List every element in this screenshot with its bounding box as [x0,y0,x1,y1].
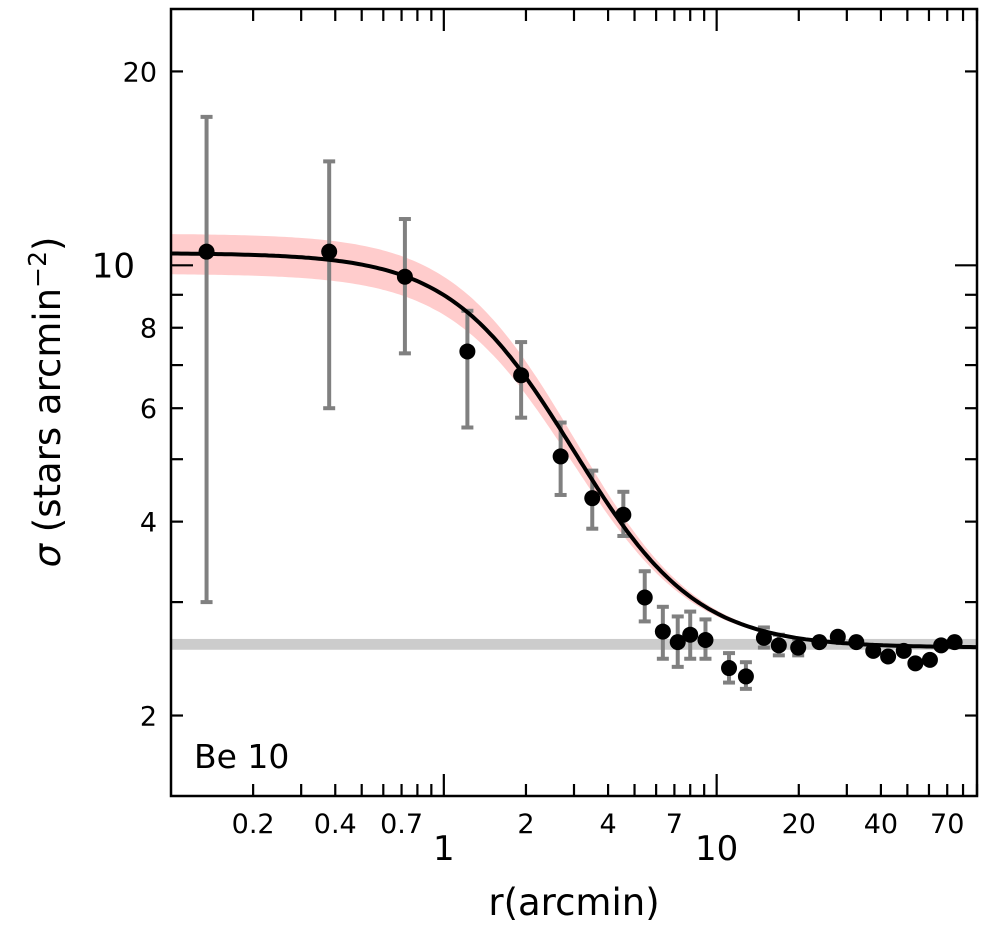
data-point-19 [829,628,846,645]
data-point-27 [946,634,963,651]
error-bar-2 [398,217,411,356]
tick-labels: 0.2 0.4 0.7 2 4 7 20 40 70 1 10 2 4 6 8 20 10 [92,57,965,869]
y-tick-label-6: 6 [140,394,157,425]
y-axis-units: (stars arcmin [26,288,69,544]
y-tick-label-10: 10 [92,246,135,286]
error-bars [200,114,805,691]
y-axis-exponent: −2 [23,251,52,288]
data-point-13 [721,660,738,677]
data-point-9 [654,623,671,640]
x-tick-label-4: 4 [599,809,616,840]
data-point-4 [513,367,530,384]
y-tick-label-8: 8 [140,314,157,345]
x-tick-label-1: 1 [433,829,455,869]
data-point-15 [755,629,772,646]
x-tick-label-2: 2 [517,809,534,840]
fit-line-path [171,251,977,650]
y-axis-symbol: σ [26,542,69,567]
axis-ticks [171,9,979,796]
background-level-band [171,638,977,650]
data-point-0 [198,243,215,260]
x-tick-label-10: 10 [695,829,738,869]
data-point-2 [396,268,413,285]
data-point-23 [895,642,912,659]
x-tick-label-0.2: 0.2 [232,809,275,840]
data-point-24 [907,655,924,672]
data-point-17 [790,639,807,656]
data-point-7 [615,506,632,523]
king-fit-line [171,251,977,650]
fit-uncertainty-band [171,234,977,648]
x-axis-label: r(arcmin) [488,881,659,924]
data-point-3 [459,343,476,360]
y-tick-label-2: 2 [140,702,157,733]
fit-band-shape [171,234,977,648]
y-axis-label: σ (stars arcmin−2) [23,237,69,568]
error-bar-0 [200,114,213,605]
data-point-1 [321,243,338,260]
data-point-22 [880,648,897,665]
data-point-14 [737,668,754,685]
data-point-10 [669,634,686,651]
x-tick-label-20: 20 [782,809,816,840]
data-point-5 [552,448,569,465]
x-tick-label-40: 40 [864,809,898,840]
data-point-11 [682,626,699,643]
data-points [198,243,963,685]
x-tick-label-7: 7 [666,809,683,840]
background-band-rect [171,638,977,650]
y-tick-label-4: 4 [140,508,157,539]
data-point-26 [933,637,950,654]
data-point-16 [770,637,787,654]
data-point-21 [865,642,882,659]
y-axis-close-paren: ) [26,237,69,251]
data-point-12 [697,631,714,648]
plot-frame [169,7,979,798]
x-tick-label-70: 70 [930,809,964,840]
data-point-8 [636,589,653,606]
data-point-20 [848,634,865,651]
data-point-18 [811,634,828,651]
x-tick-label-0.7: 0.7 [380,809,423,840]
x-tick-label-0.4: 0.4 [314,809,357,840]
error-bar-1 [323,159,336,411]
data-point-25 [921,651,938,668]
y-tick-label-20: 20 [123,57,157,88]
data-point-6 [584,490,601,507]
cluster-annotation: Be 10 [194,737,289,776]
